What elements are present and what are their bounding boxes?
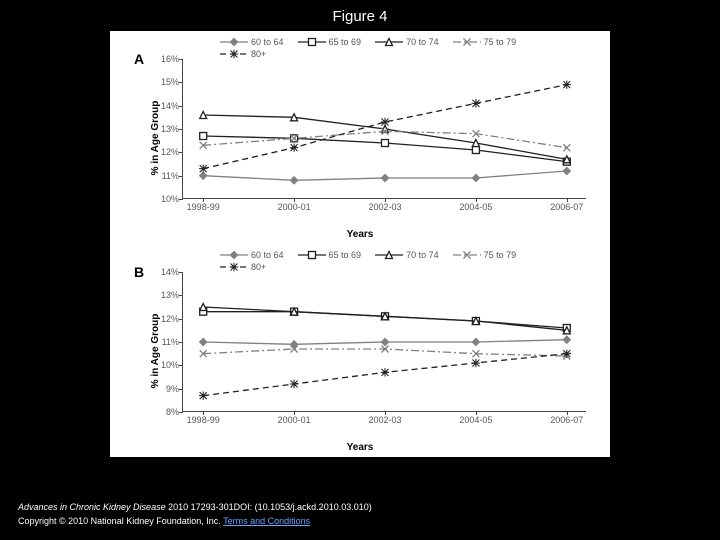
legend-label: 70 to 74 (406, 37, 439, 47)
legend-swatch (298, 250, 326, 260)
ytick-mark (179, 199, 183, 200)
panel-b-label: B (134, 264, 144, 280)
terms-link[interactable]: Terms and Conditions (223, 516, 310, 526)
xtick-mark (203, 198, 204, 202)
legend-label: 75 to 79 (484, 250, 517, 260)
legend-label: 60 to 64 (251, 250, 284, 260)
legend-item: 65 to 69 (298, 250, 362, 260)
legend-swatch (220, 250, 248, 260)
ytick-mark (179, 129, 183, 130)
panel-a-lines (183, 59, 483, 209)
figure-title: Figure 4 (0, 0, 720, 31)
copyright-prefix: Copyright © 2010 National Kidney Foundat… (18, 516, 223, 526)
legend-item: 80+ (220, 262, 266, 272)
citation-rest: 2010 17293-301DOI: (10.1053/j.ackd.2010.… (166, 502, 372, 512)
citation-journal: Advances in Chronic Kidney Disease (18, 502, 166, 512)
ytick-mark (179, 389, 183, 390)
panel-b-lines (183, 272, 483, 422)
copyright: Copyright © 2010 National Kidney Foundat… (18, 516, 310, 526)
legend-item: 60 to 64 (220, 37, 284, 47)
figure-area: A % in Age Group 60 to 64 65 to 69 70 to 7… (110, 31, 610, 457)
panel-b-plot: 8%9%10%11%12%13%14%1998-992000-012002-03… (182, 272, 586, 412)
ytick-mark (179, 59, 183, 60)
legend-label: 65 to 69 (329, 37, 362, 47)
panel-a-xlabel: Years (347, 229, 374, 240)
legend-label: 80+ (251, 262, 266, 272)
panel-a: A % in Age Group 60 to 64 65 to 69 70 to 7… (110, 31, 610, 244)
legend-item: 75 to 79 (453, 250, 517, 260)
ytick-mark (179, 106, 183, 107)
panel-a-ylabel: % in Age Group (150, 100, 161, 175)
xtick-mark (385, 411, 386, 415)
xtick-mark (203, 411, 204, 415)
legend-label: 75 to 79 (484, 37, 517, 47)
citation: Advances in Chronic Kidney Disease 2010 … (18, 502, 372, 512)
legend-item: 65 to 69 (298, 37, 362, 47)
legend-label: 65 to 69 (329, 250, 362, 260)
ytick-mark (179, 295, 183, 296)
legend-swatch (220, 262, 248, 272)
legend-swatch (220, 49, 248, 59)
legend-item: 70 to 74 (375, 37, 439, 47)
legend-item: 80+ (220, 49, 266, 59)
ytick-mark (179, 152, 183, 153)
ytick-mark (179, 319, 183, 320)
legend-swatch (453, 37, 481, 47)
legend-swatch (298, 37, 326, 47)
legend-item: 60 to 64 (220, 250, 284, 260)
legend-swatch (375, 250, 403, 260)
xtick-mark (476, 411, 477, 415)
xtick-mark (567, 411, 568, 415)
ytick-mark (179, 176, 183, 177)
ytick-mark (179, 342, 183, 343)
ytick-mark (179, 412, 183, 413)
panel-b-legend: 60 to 64 65 to 69 70 to 74 75 to 79 80+ (220, 250, 590, 274)
panel-a-legend: 60 to 64 65 to 69 70 to 74 75 to 79 80+ (220, 37, 590, 61)
legend-label: 80+ (251, 49, 266, 59)
ytick-mark (179, 272, 183, 273)
panel-a-label: A (134, 51, 144, 67)
legend-item: 70 to 74 (375, 250, 439, 260)
xtick-mark (567, 198, 568, 202)
legend-item: 75 to 79 (453, 37, 517, 47)
xtick-mark (294, 198, 295, 202)
xtick-mark (476, 198, 477, 202)
legend-swatch (453, 250, 481, 260)
legend-swatch (220, 37, 248, 47)
panel-a-plot: 10%11%12%13%14%15%16%1998-992000-012002-… (182, 59, 586, 199)
legend-label: 60 to 64 (251, 37, 284, 47)
panel-b: B % in Age Group 60 to 64 65 to 69 70 to 7… (110, 244, 610, 457)
legend-swatch (375, 37, 403, 47)
panel-b-xlabel: Years (347, 442, 374, 453)
xtick-mark (385, 198, 386, 202)
panel-b-ylabel: % in Age Group (150, 313, 161, 388)
xtick-mark (294, 411, 295, 415)
legend-label: 70 to 74 (406, 250, 439, 260)
ytick-mark (179, 365, 183, 366)
ytick-mark (179, 82, 183, 83)
